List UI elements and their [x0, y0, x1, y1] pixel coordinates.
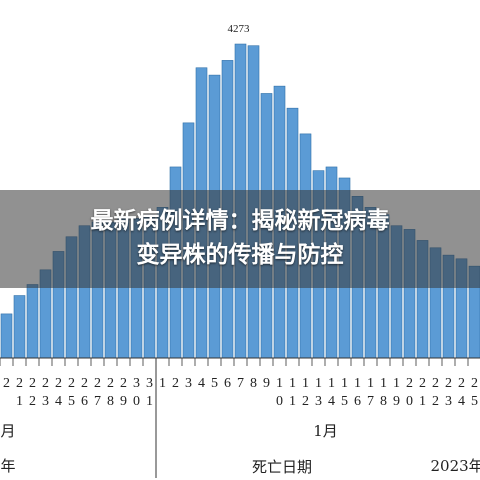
x-tick-label: 1	[302, 376, 309, 391]
x-tick-label: 5	[341, 394, 348, 409]
x-tick-label: 2	[419, 376, 426, 391]
x-tick-label: 2	[406, 376, 413, 391]
x-tick-label: 2	[29, 376, 36, 391]
x-tick-label: 9	[393, 394, 400, 409]
x-tick-label: 2	[172, 376, 179, 391]
x-axis-title: 死亡日期	[252, 458, 312, 476]
x-tick-label: 2	[68, 376, 75, 391]
x-tick-label: 2	[120, 376, 127, 391]
x-tick-label: 2	[302, 394, 309, 409]
x-tick-label: 1	[419, 394, 426, 409]
x-tick-label: 1	[341, 376, 348, 391]
x-tick-label: 1	[354, 376, 361, 391]
x-tick-label: 0	[406, 394, 413, 409]
x-tick-label: 6	[81, 394, 88, 409]
x-tick-label: 0	[133, 394, 140, 409]
x-tick-label: 7	[237, 376, 244, 391]
x-tick-label: 8	[250, 376, 257, 391]
x-tick-label: 7	[94, 394, 101, 409]
year-label: 2023年	[431, 457, 480, 475]
x-tick-label: 1	[16, 394, 23, 409]
x-tick-label: 9	[120, 394, 127, 409]
x-tick-label: 1	[289, 394, 296, 409]
x-tick-label: 6	[224, 376, 231, 391]
x-tick-label: 4	[198, 376, 205, 391]
x-tick-label: 2	[445, 376, 452, 391]
x-tick-label: 5	[471, 394, 478, 409]
x-tick-label: 2	[55, 376, 62, 391]
x-tick-label: 3	[315, 394, 322, 409]
x-tick-label: 4	[458, 394, 465, 409]
x-tick-label: 2	[29, 394, 36, 409]
bar-22	[26, 284, 39, 359]
x-tick-label: 2	[42, 376, 49, 391]
headline-line-1: 最新病例详情：揭秘新冠病毒	[90, 208, 390, 234]
x-tick-label: 2	[458, 376, 465, 391]
x-tick-label: 2	[432, 376, 439, 391]
peak-value-label: 4273	[228, 23, 251, 35]
x-tick-label: 1	[276, 376, 283, 391]
x-tick-label: 3	[185, 376, 192, 391]
x-tick-label: 8	[380, 394, 387, 409]
month-labels: 月 1月	[0, 422, 337, 440]
bar-22	[0, 313, 13, 359]
x-tick-label: 5	[211, 376, 218, 391]
x-tick-label: 1	[393, 376, 400, 391]
x-tick-label: 1	[328, 376, 335, 391]
x-tick-label: 2	[81, 376, 88, 391]
x-tick-label: 4	[55, 394, 62, 409]
x-tick-label: 2	[471, 376, 478, 391]
bar-21	[13, 295, 26, 359]
headline: 最新病例详情：揭秘新冠病毒 变异株的传播与防控	[0, 204, 480, 272]
x-tick-label: 8	[107, 394, 114, 409]
month-label: 月	[0, 422, 15, 440]
x-tick-label: 7	[367, 394, 374, 409]
x-tick-label: 3	[42, 394, 49, 409]
x-tick-label: 4	[328, 394, 335, 409]
x-tick-label: 1	[367, 376, 374, 391]
x-tick-label: 9	[263, 376, 270, 391]
headline-line-2: 变异株的传播与防控	[136, 242, 344, 268]
x-tick-label: 1	[289, 376, 296, 391]
x-tick-label: 2	[94, 376, 101, 391]
x-tick-label: 3	[445, 394, 452, 409]
x-tick-label: 3	[146, 376, 153, 391]
year-label: 年	[0, 457, 15, 475]
x-tick-label: 6	[354, 394, 361, 409]
month-label: 1月	[313, 422, 338, 440]
x-tick-label: 1	[315, 376, 322, 391]
x-tick-label: 2	[432, 394, 439, 409]
year-labels: 年 2023年	[0, 457, 480, 475]
x-tick-label: 1	[159, 376, 166, 391]
x-tick-label: 2	[107, 376, 114, 391]
x-tick-label: 0	[276, 394, 283, 409]
x-tick-label: 2	[16, 376, 23, 391]
x-tick-label: 2	[3, 376, 10, 391]
x-tick-label: 5	[68, 394, 75, 409]
x-tick-label: 1	[380, 376, 387, 391]
headline-banner	[0, 190, 480, 288]
x-tick-label: 3	[133, 376, 140, 391]
x-tick-label: 1	[146, 394, 153, 409]
